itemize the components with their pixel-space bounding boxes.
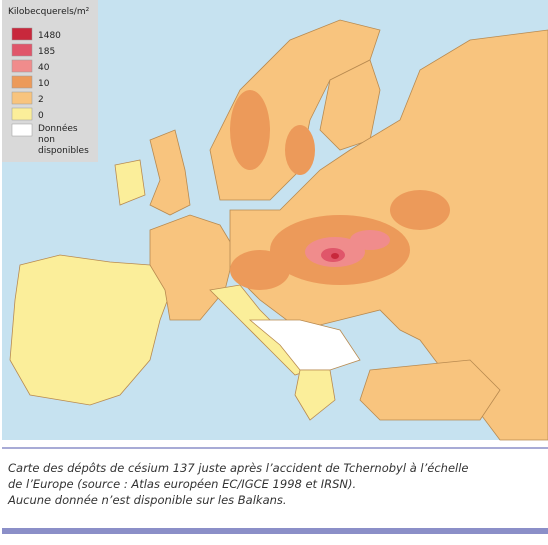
caption-line: de l’Europe (source : Atlas européen EC/…: [8, 477, 356, 491]
caption: Carte des dépôts de césium 137 juste apr…: [7, 461, 469, 507]
iberia: [9, 254, 176, 406]
zone: [350, 230, 390, 250]
legend-label: 1480: [38, 31, 61, 41]
legend-swatch: [11, 91, 33, 105]
legend-swatch: [11, 75, 33, 89]
zone: [230, 250, 290, 290]
balkans: [248, 319, 361, 371]
legend-swatch: [11, 123, 33, 137]
legend-label: 185: [38, 47, 55, 57]
legend-swatch: [11, 59, 33, 73]
deposits: [230, 90, 450, 290]
legend: 1480 185 40 10 2 0 Données non disponibles: [11, 27, 89, 156]
footer-bar: [2, 528, 548, 534]
legend-title: Kilobecquerels/m²: [8, 7, 90, 17]
zone: [331, 253, 339, 259]
legend-swatch: [11, 27, 33, 41]
legend-label: 0: [38, 111, 44, 121]
legend-label: 2: [38, 95, 44, 105]
britain: [149, 129, 191, 216]
land: [9, 19, 548, 441]
legend-swatch: [11, 107, 33, 121]
zone: [285, 125, 315, 175]
legend-label: 40: [38, 63, 50, 73]
caption-line: Aucune donnée n’est disponible sur les B…: [7, 493, 287, 507]
greece: [294, 369, 336, 421]
zone: [230, 90, 270, 170]
zone: [390, 190, 450, 230]
legend-label: 10: [38, 79, 50, 89]
caption-line: Carte des dépôts de césium 137 juste apr…: [8, 461, 469, 475]
legend-label: Données non disponibles: [38, 123, 89, 156]
ireland: [114, 159, 146, 206]
legend-swatch: [11, 43, 33, 57]
map: Kilobecquerels/m² 1480 185 40 10 2 0 Données no…: [2, 0, 548, 441]
turkey: [359, 359, 501, 421]
